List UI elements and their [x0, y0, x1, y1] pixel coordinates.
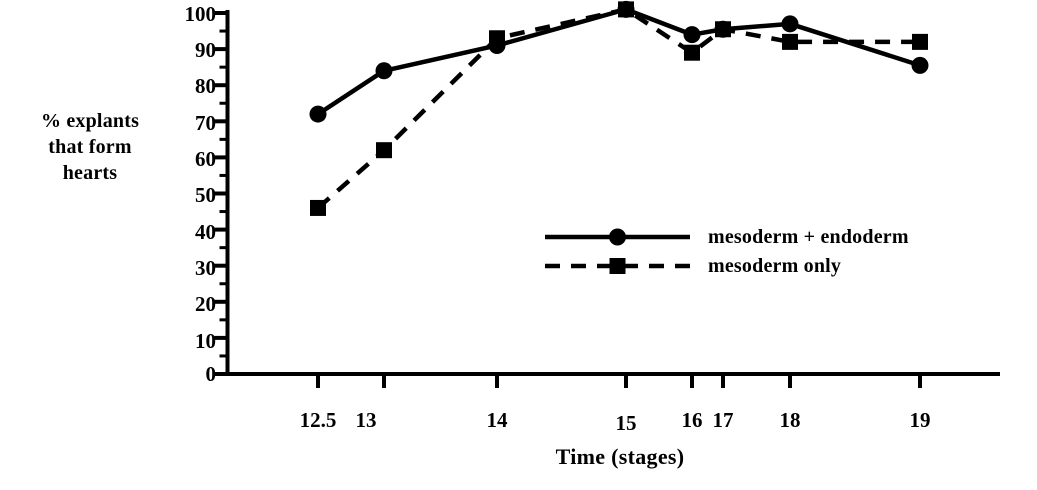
y-tick-label-10: 10 — [195, 329, 216, 353]
y-tick-label-60: 60 — [195, 147, 216, 171]
data-point-s2-13 — [376, 142, 392, 159]
y-tick-label-20: 20 — [195, 292, 216, 316]
x-axis-ticks — [316, 374, 922, 388]
data-point-s2-15 — [618, 1, 634, 18]
series-lines — [316, 7, 921, 210]
series-line-2 — [316, 7, 920, 210]
data-point-s1-16 — [683, 26, 701, 44]
x-tick-label-16: 16 — [681, 408, 703, 432]
series-markers — [309, 0, 929, 216]
data-point-s1-12.5 — [309, 105, 327, 123]
data-point-s1-13 — [375, 62, 393, 80]
y-tick-label-80: 80 — [195, 74, 216, 98]
legend-label-mesoderm-only: mesoderm only — [708, 255, 842, 277]
x-tick-label-15: 15 — [615, 411, 637, 435]
legend-marker-2 — [609, 258, 626, 274]
axis-lines — [225, 10, 1000, 376]
y-tick-label-50: 50 — [195, 183, 216, 207]
y-axis-major-ticks — [214, 11, 228, 376]
y-tick-label-70: 70 — [195, 111, 216, 135]
x-axis-title: Time (stages) — [555, 444, 685, 469]
data-point-s1-18 — [781, 15, 799, 33]
y-tick-label-0: 0 — [205, 362, 217, 386]
data-point-s2-19 — [912, 33, 928, 50]
data-point-s2-14 — [489, 30, 505, 47]
data-point-s2-17 — [715, 21, 731, 38]
legend-keys — [545, 228, 690, 274]
data-point-s1-19 — [911, 56, 929, 74]
y-tick-label-90: 90 — [195, 38, 216, 62]
x-tick-label-14: 14 — [486, 408, 508, 432]
y-axis-minor-ticks — [219, 29, 228, 358]
x-tick-label-13: 13 — [355, 408, 377, 432]
data-point-s2-16 — [684, 44, 700, 61]
y-axis-label: % explants that form hearts — [40, 110, 140, 184]
y-tick-label-40: 40 — [195, 220, 216, 244]
y-tick-label-30: 30 — [195, 256, 216, 280]
legend-marker-1 — [609, 228, 626, 246]
legend-label-mesoderm-endoderm: mesoderm + endoderm — [708, 226, 909, 248]
x-tick-label-17: 17 — [712, 408, 734, 432]
data-point-s2-12.5 — [310, 199, 326, 216]
x-tick-label-12-5: 12.5 — [299, 408, 337, 432]
x-tick-label-19: 19 — [909, 408, 931, 432]
series-line-1 — [316, 7, 921, 116]
x-tick-label-18: 18 — [779, 408, 801, 432]
data-point-s2-18 — [782, 33, 798, 50]
y-tick-label-100: 100 — [184, 2, 217, 26]
